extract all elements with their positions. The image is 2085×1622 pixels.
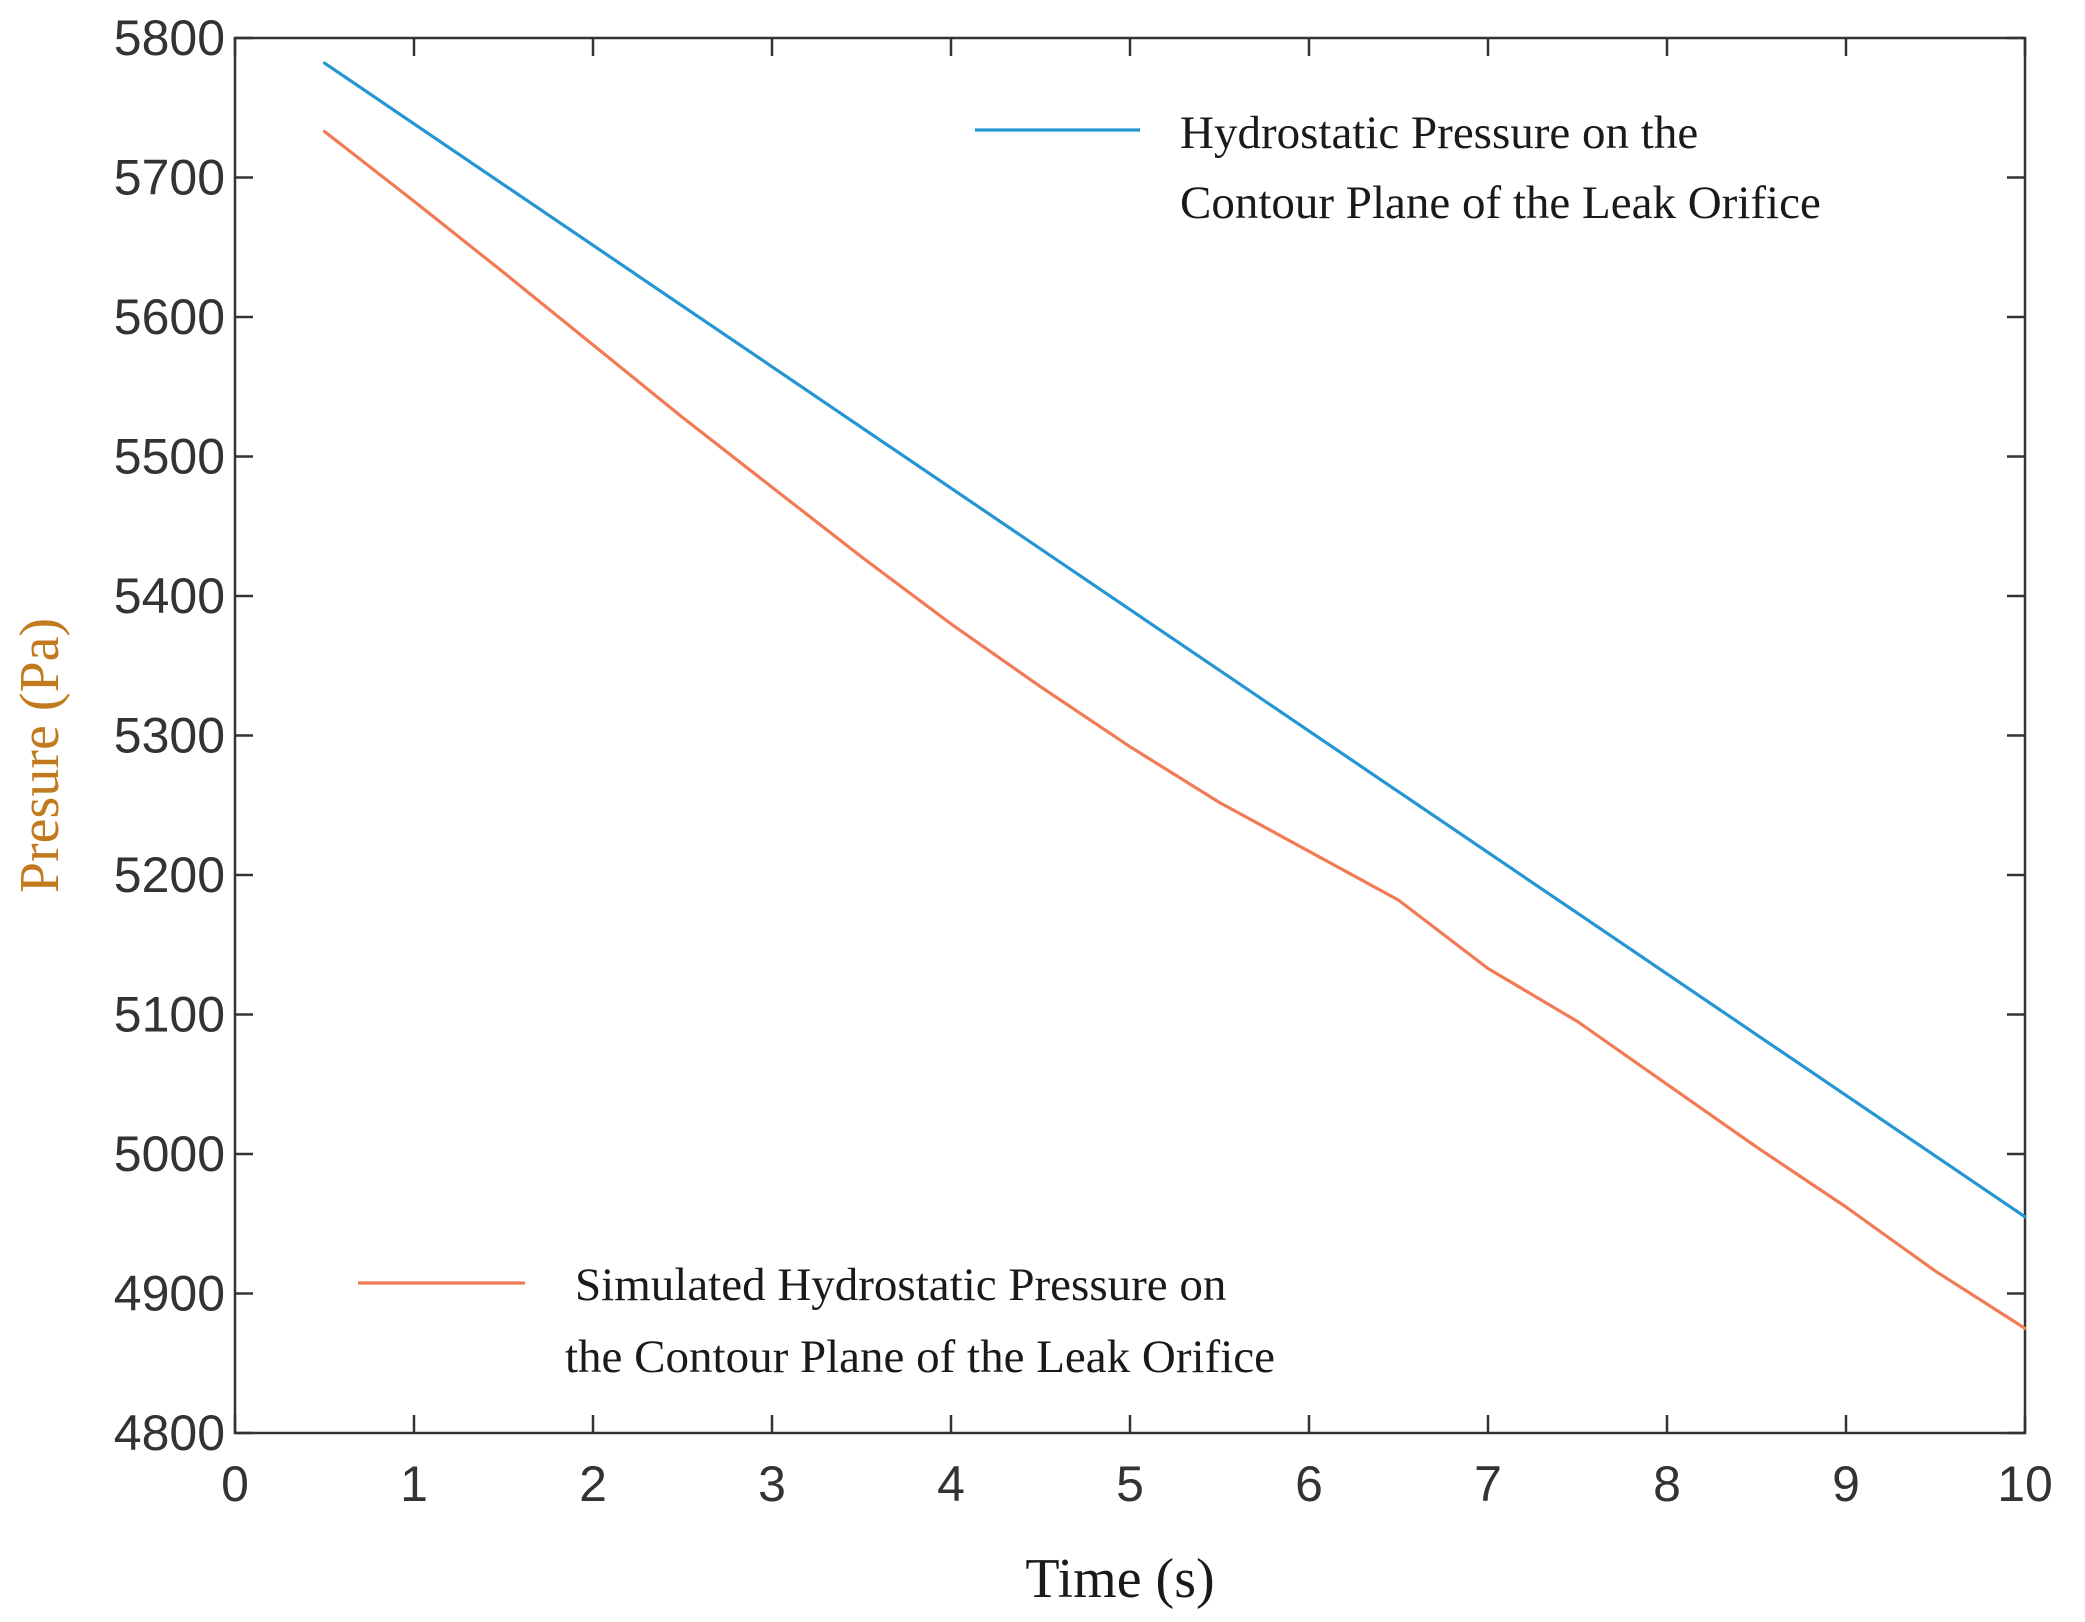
axes: 0 1 2 3 4 5 6 7 8 9 10 4800 4900 5000 5100 5200 5300 5400…	[114, 10, 2053, 1512]
x-tick-label: 6	[1295, 1456, 1323, 1512]
x-axis-label: Time (s)	[1025, 1548, 1214, 1610]
y-tick-label: 4800	[114, 1405, 225, 1461]
x-tick-label: 0	[221, 1456, 249, 1512]
legend-label-line-1: Hydrostatic Pressure on the	[1180, 107, 1698, 159]
x-tick-label: 9	[1832, 1456, 1860, 1512]
legend-simulated: Simulated Hydrostatic Pressure on the Con…	[358, 1259, 1275, 1383]
y-tick-label: 5400	[114, 568, 225, 624]
series-line-simulated	[322, 129, 2027, 1331]
x-tick-label: 1	[400, 1456, 428, 1512]
x-tick-label: 4	[937, 1456, 965, 1512]
y-tick-label: 5300	[114, 708, 225, 764]
legend-label-line-1: Simulated Hydrostatic Pressure on	[575, 1259, 1226, 1311]
legends: Hydrostatic Pressure on the Contour Plane…	[358, 107, 1821, 1383]
series-lines	[322, 61, 2027, 1331]
legend-label-line-2: Contour Plane of the Leak Orifice	[1180, 177, 1821, 229]
y-axis-label: Presure (Pa)	[9, 618, 71, 893]
y-tick-label: 5600	[114, 289, 225, 345]
legend-hydrostatic: Hydrostatic Pressure on the Contour Plane…	[975, 107, 1821, 229]
x-tick-label: 5	[1116, 1456, 1144, 1512]
x-tick-label: 2	[579, 1456, 607, 1512]
x-tick-label: 3	[758, 1456, 786, 1512]
x-tick-label: 10	[1997, 1456, 2053, 1512]
x-tick-label: 8	[1653, 1456, 1681, 1512]
y-tick-label: 5000	[114, 1126, 225, 1182]
y-tick-label: 5100	[114, 987, 225, 1043]
y-tick-label: 5200	[114, 847, 225, 903]
y-tick-label: 5700	[114, 150, 225, 206]
plot-frame	[233, 36, 2027, 1435]
series-line-hydrostatic	[322, 61, 2027, 1219]
y-tick-label: 4900	[114, 1266, 225, 1322]
y-tick-label: 5500	[114, 429, 225, 485]
legend-label-line-2: the Contour Plane of the Leak Orifice	[565, 1331, 1275, 1383]
x-tick-label: 7	[1474, 1456, 1502, 1512]
y-tick-label: 5800	[114, 10, 225, 66]
